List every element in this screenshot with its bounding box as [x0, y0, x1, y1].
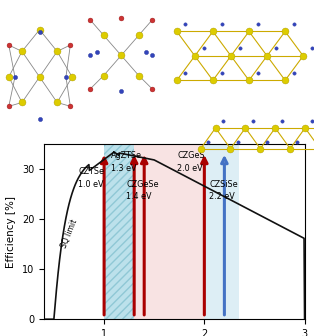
Text: CZTSe: CZTSe	[78, 167, 104, 176]
Bar	[104, 144, 134, 319]
Text: CZSiSe: CZSiSe	[209, 180, 238, 189]
Text: CZGeSe: CZGeSe	[126, 180, 159, 189]
Y-axis label: Efficiency [%]: Efficiency [%]	[6, 196, 16, 268]
Text: CZGeS: CZGeS	[177, 152, 205, 161]
Text: AgZTSe: AgZTSe	[111, 152, 142, 161]
Bar	[134, 144, 204, 319]
Bar	[204, 144, 240, 319]
Text: 1.0 eV: 1.0 eV	[78, 180, 104, 189]
Text: 2.0 eV: 2.0 eV	[177, 164, 203, 173]
Text: 1.4 eV: 1.4 eV	[126, 193, 152, 201]
Text: 2.2 eV: 2.2 eV	[209, 193, 235, 201]
Text: 1.3 eV: 1.3 eV	[111, 164, 137, 173]
Text: SQ limit: SQ limit	[60, 218, 80, 249]
